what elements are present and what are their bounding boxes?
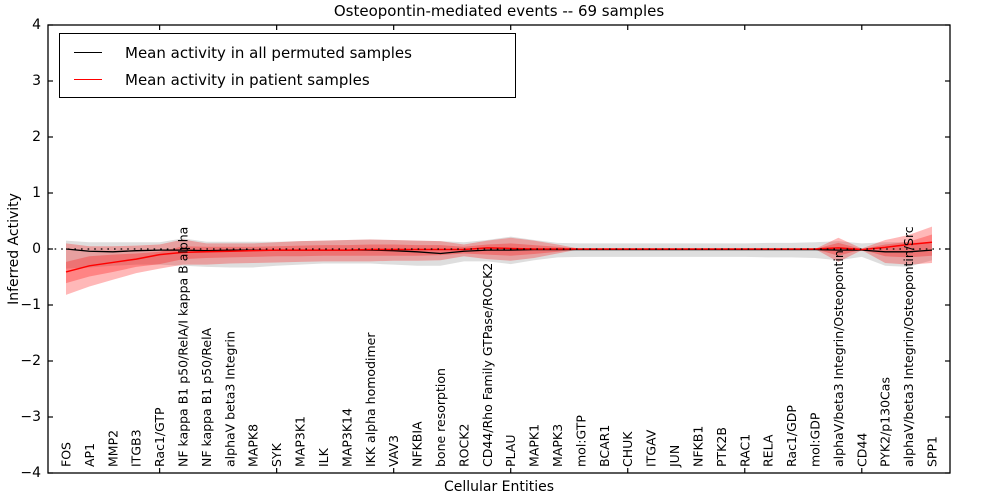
x-entity-label: JUN [667, 445, 682, 468]
patient-samples-range-outer-band [66, 226, 932, 295]
x-entity-label: bone resorption [433, 368, 448, 467]
x-entity-label: alphaV/beta3 Integrin/Osteopontin/Src [901, 226, 916, 467]
y-tick-label: 0 [32, 241, 41, 257]
y-tick-label: −2 [20, 353, 41, 369]
x-entity-label: MMP2 [105, 430, 120, 467]
y-tick-label: −4 [20, 465, 41, 481]
patient-samples-range-inner-band [66, 234, 932, 284]
legend-label-permuted: Mean activity in all permuted samples [125, 43, 412, 62]
patient-line-swatch [74, 79, 102, 80]
legend: Mean activity in all permuted samples Me… [59, 33, 516, 98]
x-entity-label: MAP3K1 [293, 416, 308, 467]
x-entity-label: PYK2/p130Cas [878, 377, 893, 467]
legend-item-permuted: Mean activity in all permuted samples [74, 39, 515, 66]
x-entity-label: CD44 [854, 433, 869, 467]
x-entity-label: CD44/Rho Family GTPase/ROCK2 [480, 263, 495, 467]
x-entity-label: ITGB3 [129, 429, 144, 467]
x-entity-label: FOS [59, 442, 74, 467]
x-entity-label: alphaV/beta3 Integrin/Osteopontin [831, 250, 846, 467]
x-entity-label: NF kappa B1 p50/RelA [199, 327, 214, 467]
x-entity-label: RELA [761, 434, 776, 467]
x-entity-label: IKK alpha homodimer [363, 332, 378, 467]
x-entity-label: Rac1/GTP [152, 407, 167, 467]
x-entity-label: MAPK1 [527, 424, 542, 467]
x-entity-label: RAC1 [737, 434, 752, 467]
permuted-line-swatch [74, 52, 102, 53]
legend-item-patient: Mean activity in patient samples [74, 66, 515, 93]
x-entity-label: MAPK8 [246, 424, 261, 467]
x-entity-label: NFKB1 [690, 426, 705, 467]
y-tick-label: 4 [32, 17, 41, 33]
x-entity-label: ROCK2 [456, 424, 471, 467]
x-entity-label: SPP1 [925, 436, 940, 467]
x-entity-label: ILK [316, 447, 331, 467]
x-entity-label: BCAR1 [597, 425, 612, 467]
x-entity-label: Rac1/GDP [784, 405, 799, 467]
y-tick-label: 3 [32, 73, 41, 89]
x-entity-label: VAV3 [386, 435, 401, 467]
x-entity-label: ITGAV [644, 429, 659, 467]
chart-title: Osteopontin-mediated events -- 69 sample… [333, 2, 665, 20]
y-tick-label: 1 [32, 185, 41, 201]
x-entity-label: mol:GTP [573, 415, 588, 467]
legend-label-patient: Mean activity in patient samples [125, 70, 370, 89]
x-entity-label: NFKBIA [410, 421, 425, 467]
x-entity-label: PLAU [503, 435, 518, 468]
y-tick-label: 2 [32, 129, 41, 145]
x-entity-label: MAPK3 [550, 424, 565, 467]
x-entity-label: PTK2B [714, 427, 729, 467]
x-entity-label: CHUK [620, 431, 635, 467]
x-entity-label: alphaV beta3 Integrin [222, 331, 237, 467]
x-entity-label: MAP3K14 [339, 408, 354, 467]
y-tick-label: −1 [20, 297, 41, 313]
x-axis-label: Cellular Entities [443, 479, 555, 495]
x-entity-label: mol:GDP [807, 412, 822, 467]
x-entity-label: NF kappa B1 p50/RelA/I kappa B alpha [176, 227, 191, 467]
y-tick-label: −3 [20, 409, 41, 425]
permuted-samples-range-band [66, 236, 932, 269]
x-entity-label: SYK [269, 442, 284, 467]
x-entity-label: AP1 [82, 443, 97, 467]
